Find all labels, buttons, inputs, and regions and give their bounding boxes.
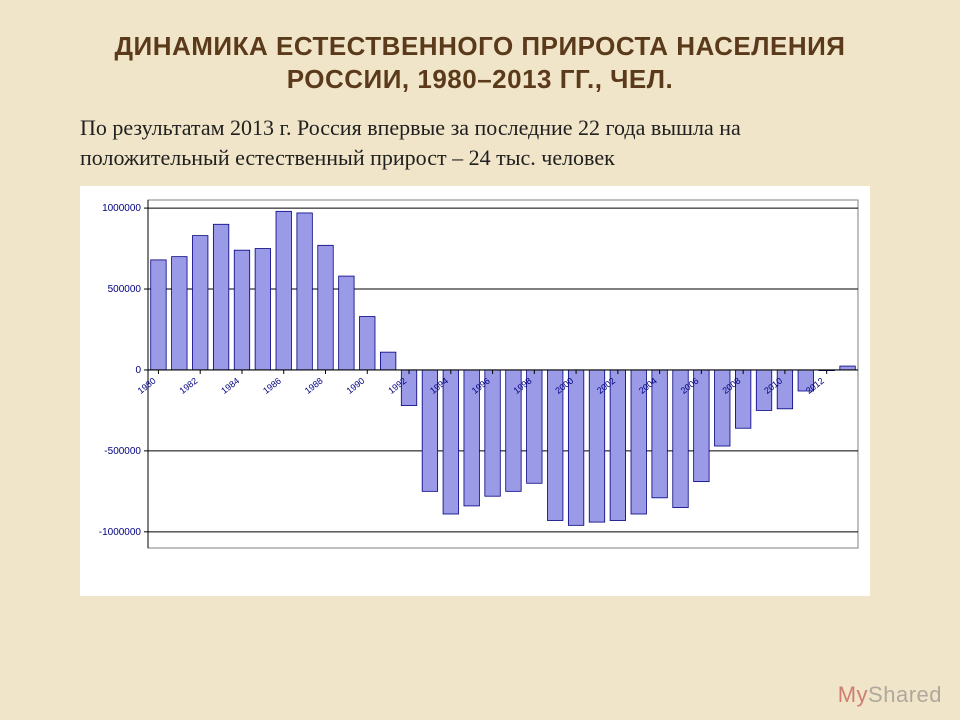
page-title: ДИНАМИКА ЕСТЕСТВЕННОГО ПРИРОСТА НАСЕЛЕНИ… [60, 30, 900, 95]
slide: ДИНАМИКА ЕСТЕСТВЕННОГО ПРИРОСТА НАСЕЛЕНИ… [0, 0, 960, 720]
svg-text:-1000000: -1000000 [99, 527, 142, 538]
chart-container: -1000000-5000000500000100000019801982198… [80, 186, 870, 596]
svg-text:1000000: 1000000 [102, 203, 141, 214]
watermark-my: My [838, 682, 868, 707]
subtitle: По результатам 2013 г. Россия впервые за… [80, 113, 880, 172]
svg-text:500000: 500000 [108, 284, 142, 295]
watermark-shared: Shared [868, 682, 942, 707]
svg-text:0: 0 [135, 365, 141, 376]
svg-text:-500000: -500000 [104, 446, 141, 457]
watermark: MyShared [838, 682, 942, 708]
bar-chart: -1000000-5000000500000100000019801982198… [80, 186, 870, 596]
